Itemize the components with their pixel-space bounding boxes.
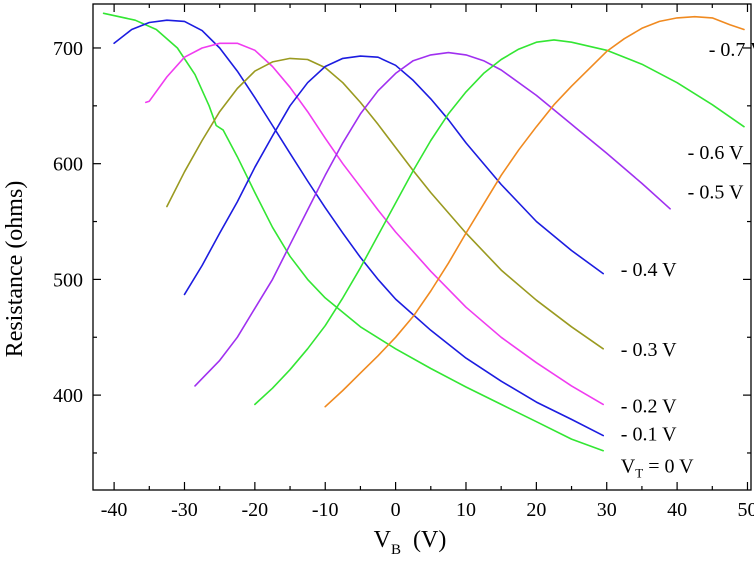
x-axis-title-sub: B	[391, 542, 401, 558]
series-line-2	[145, 42, 604, 406]
x-tick-label: 20	[526, 499, 546, 521]
series-labels: VT = 0 V - 0.1 V - 0.2 V - 0.3 V - 0.4 V - 0.…	[621, 39, 754, 481]
x-tick-label: -30	[171, 499, 198, 521]
x-tick-label: 50	[737, 499, 754, 521]
series-line-7	[324, 15, 745, 408]
series-label-2: - 0.2 V	[621, 396, 677, 418]
series-label-7: - 0.7 V	[709, 39, 754, 61]
y-tick-label: 400	[53, 385, 83, 407]
series-line-0	[102, 12, 604, 452]
x-tick-label: 10	[456, 499, 476, 521]
series-label-6: - 0.6 V	[688, 142, 744, 164]
series-curves	[102, 12, 745, 452]
plot-frame	[92, 3, 752, 491]
series-label-3: - 0.3 V	[621, 339, 677, 361]
x-tick-label: 40	[667, 499, 687, 521]
x-tick-label: -20	[242, 499, 269, 521]
series-label-1: - 0.1 V	[621, 423, 677, 445]
x-tick-label: 0	[391, 499, 401, 521]
series-label-0: VT = 0 V	[621, 456, 694, 481]
series-label-4: - 0.4 V	[621, 259, 677, 281]
axis-ticks: -40 -30 -20 -10 0 10 20 30 40 50 400 500 600 700	[53, 4, 754, 521]
y-tick-label: 700	[53, 38, 83, 60]
series-line-1	[113, 19, 604, 437]
x-tick-label: -10	[312, 499, 339, 521]
x-axis-title-main: V	[374, 527, 392, 553]
x-axis-title-unit: (V)	[413, 527, 446, 553]
series-line-5	[194, 51, 671, 387]
x-tick-label: 30	[597, 499, 617, 521]
y-tick-label: 500	[53, 269, 83, 291]
y-tick-label: 600	[53, 154, 83, 176]
series-line-3	[166, 57, 604, 350]
x-tick-label: -40	[101, 499, 128, 521]
series-label-5: - 0.5 V	[688, 181, 744, 203]
x-axis-title: VB (V)	[374, 527, 447, 558]
series-line-6	[254, 39, 745, 406]
y-axis-title: Resistance (ohms)	[2, 181, 28, 358]
series-line-4	[183, 55, 604, 296]
